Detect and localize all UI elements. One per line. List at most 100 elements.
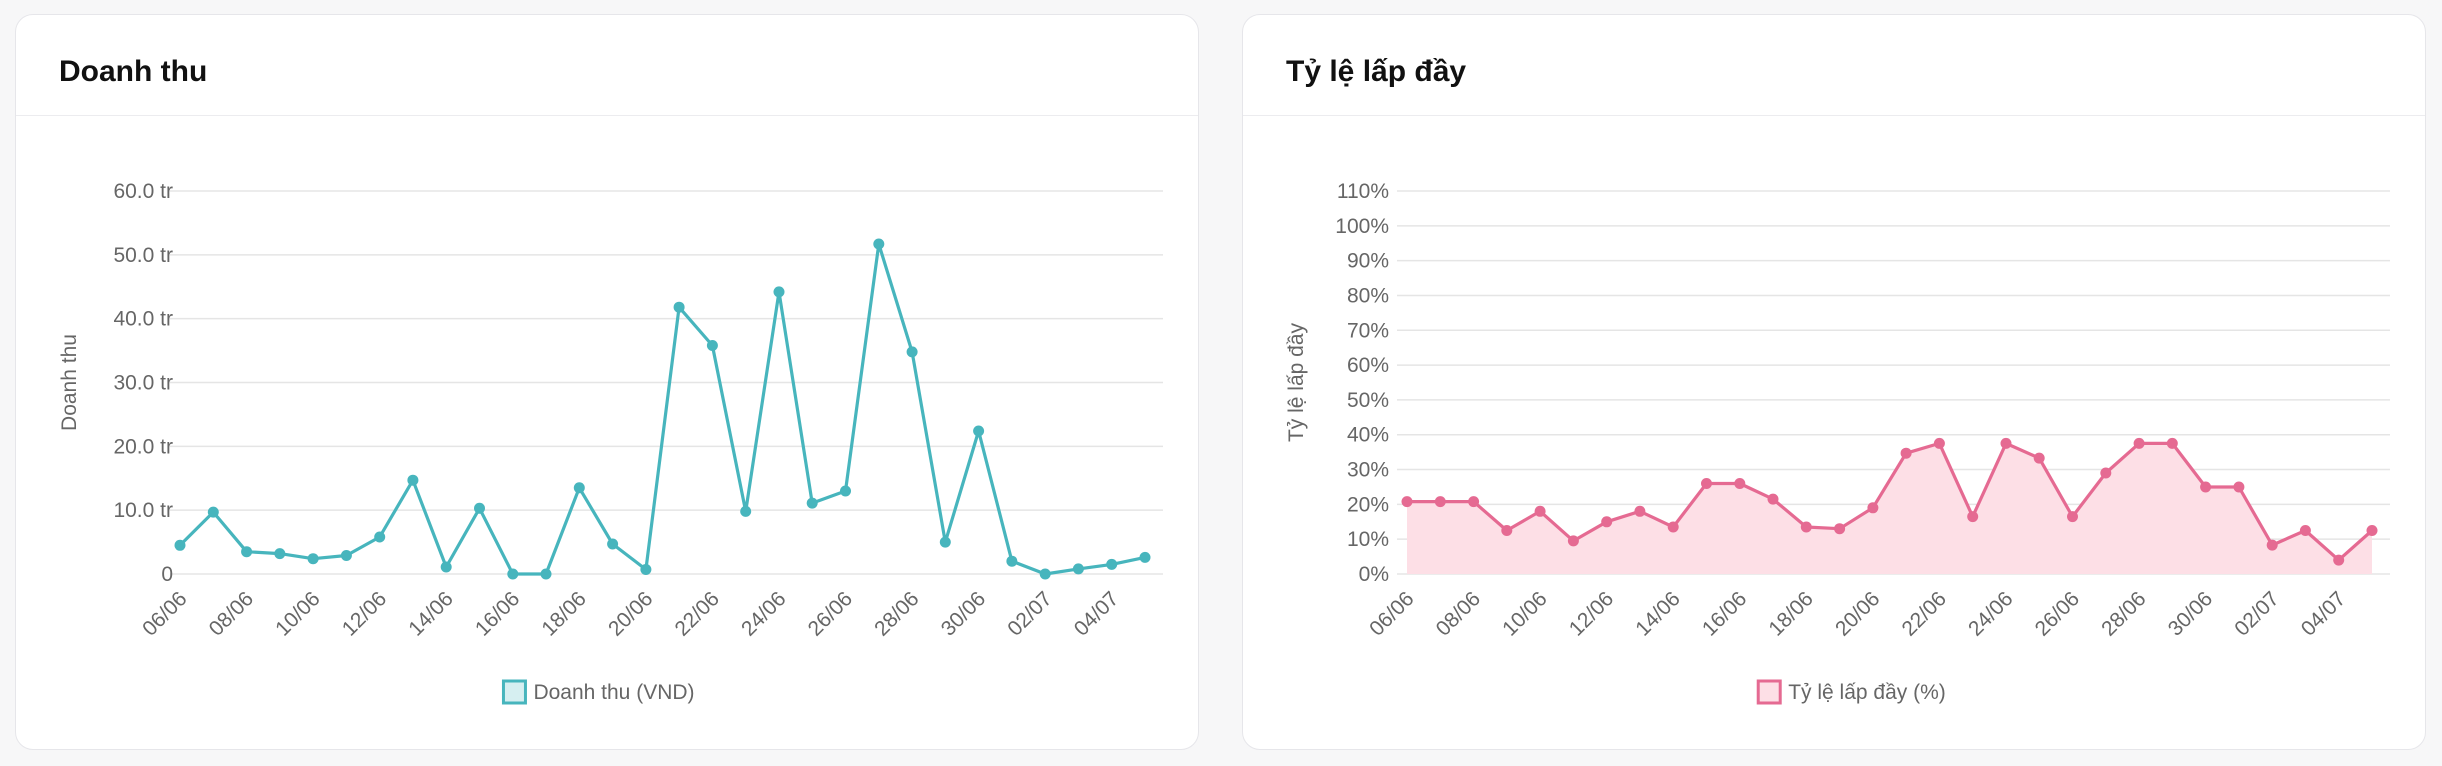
revenue-chart: 0 10.0 tr 20.0 tr 30.0 tr 40.0 tr 50.0 tr 60.0… — [58, 180, 1163, 705]
legend[interactable]: Doanh thu (VND) — [501, 679, 695, 705]
x-tick-label: 12/06 — [338, 587, 391, 640]
data-point[interactable] — [573, 482, 585, 494]
data-point[interactable] — [939, 536, 951, 548]
x-tick-label: 22/06 — [1898, 587, 1951, 640]
x-tick-label: 06/06 — [138, 587, 191, 640]
series-line — [1407, 441, 2374, 562]
legend[interactable]: Tỷ lệ lấp đầy (%) — [1756, 679, 1946, 705]
data-point[interactable] — [607, 538, 619, 550]
data-point[interactable] — [374, 531, 386, 543]
data-point[interactable] — [773, 286, 785, 298]
data-point[interactable] — [906, 346, 918, 358]
x-tick-label: 06/06 — [1365, 587, 1418, 640]
data-point[interactable] — [806, 497, 818, 509]
data-point[interactable] — [1767, 493, 1779, 505]
data-point[interactable] — [2166, 437, 2178, 449]
data-point[interactable] — [2067, 511, 2078, 523]
legend-label: Tỷ lệ lấp đầy (%) — [1788, 681, 1946, 704]
y-tick-label: 20% — [1347, 493, 1389, 516]
data-point[interactable] — [2000, 437, 2012, 449]
data-point[interactable] — [1967, 511, 1979, 523]
data-point[interactable] — [1867, 502, 1879, 514]
y-tick-label: 60% — [1347, 354, 1389, 377]
data-point[interactable] — [1734, 478, 1746, 489]
data-point[interactable] — [407, 474, 419, 486]
y-tick-label: 20.0 tr — [113, 435, 173, 458]
data-point[interactable] — [474, 502, 485, 514]
x-tick-label: 02/07 — [1003, 587, 1056, 640]
data-point[interactable] — [640, 564, 652, 575]
data-point[interactable] — [873, 238, 885, 250]
y-axis-title: Doanh thu — [58, 334, 81, 431]
y-tick-label: 40% — [1347, 424, 1389, 447]
data-point[interactable] — [840, 485, 851, 497]
data-point[interactable] — [1800, 521, 1812, 533]
data-point[interactable] — [2333, 554, 2345, 566]
x-tick-label: 22/06 — [671, 587, 724, 640]
data-point[interactable] — [1072, 563, 1084, 575]
data-point[interactable] — [673, 301, 685, 313]
data-point[interactable] — [1534, 505, 1546, 517]
x-tick-label: 10/06 — [1498, 587, 1551, 640]
data-point[interactable] — [1834, 523, 1846, 535]
data-point[interactable] — [274, 548, 286, 560]
data-point[interactable] — [2033, 452, 2045, 464]
data-point[interactable] — [1900, 447, 1912, 459]
data-point[interactable] — [1567, 535, 1579, 547]
series-line — [178, 242, 1146, 576]
data-point[interactable] — [1601, 516, 1613, 528]
data-point[interactable] — [2133, 437, 2145, 449]
y-tick-label: 70% — [1347, 319, 1389, 342]
x-tick-label: 02/07 — [2230, 587, 2283, 640]
y-tick-label: 100% — [1335, 215, 1389, 238]
y-tick-label: 40.0 tr — [113, 308, 173, 331]
x-tick-label: 28/06 — [2097, 587, 2150, 640]
data-point[interactable] — [1006, 555, 1018, 567]
data-point[interactable] — [2233, 481, 2245, 493]
data-point[interactable] — [340, 550, 352, 561]
x-tick-label: 28/06 — [870, 587, 923, 640]
data-point[interactable] — [1039, 568, 1051, 580]
y-tick-label: 30.0 tr — [113, 372, 173, 395]
y-tick-label: 110% — [1337, 180, 1389, 203]
data-point[interactable] — [307, 553, 319, 565]
y-tick-label: 10% — [1347, 528, 1389, 551]
legend-swatch — [501, 679, 527, 705]
data-point[interactable] — [1468, 496, 1480, 508]
data-point[interactable] — [1501, 525, 1513, 536]
data-point[interactable] — [1106, 558, 1118, 570]
data-point[interactable] — [1667, 521, 1679, 533]
y-tick-label: 10.0 tr — [113, 499, 173, 522]
data-point[interactable] — [440, 561, 452, 573]
y-tick-label: 50.0 tr — [113, 244, 173, 267]
data-point[interactable] — [174, 539, 186, 551]
data-point[interactable] — [507, 568, 519, 580]
y-tick-label: 80% — [1347, 284, 1389, 307]
data-point[interactable] — [2100, 467, 2112, 479]
card-header: Doanh thu — [16, 15, 1198, 116]
data-point[interactable] — [706, 340, 718, 351]
y-tick-label: 30% — [1347, 459, 1389, 482]
data-point[interactable] — [973, 425, 985, 437]
data-point[interactable] — [241, 546, 253, 558]
x-tick-label: 30/06 — [937, 587, 990, 640]
data-point[interactable] — [207, 506, 219, 518]
x-tick-label: 24/06 — [1964, 587, 2017, 640]
data-point[interactable] — [1401, 496, 1413, 508]
x-tick-label: 18/06 — [1764, 587, 1817, 640]
data-point[interactable] — [2200, 481, 2212, 493]
data-point[interactable] — [740, 505, 752, 517]
data-point[interactable] — [1701, 478, 1712, 489]
y-axis-title: Tỷ lệ lấp đầy — [1285, 322, 1308, 442]
data-point[interactable] — [2299, 525, 2311, 536]
data-point[interactable] — [1139, 551, 1151, 563]
x-tick-label: 24/06 — [737, 587, 790, 640]
data-point[interactable] — [1634, 505, 1646, 517]
card-title: Doanh thu — [59, 55, 208, 88]
x-tick-label: 16/06 — [471, 587, 524, 640]
data-point[interactable] — [1434, 496, 1446, 508]
data-point[interactable] — [1933, 437, 1945, 449]
data-point[interactable] — [540, 568, 552, 580]
data-point[interactable] — [2366, 525, 2378, 536]
data-point[interactable] — [2266, 539, 2278, 551]
